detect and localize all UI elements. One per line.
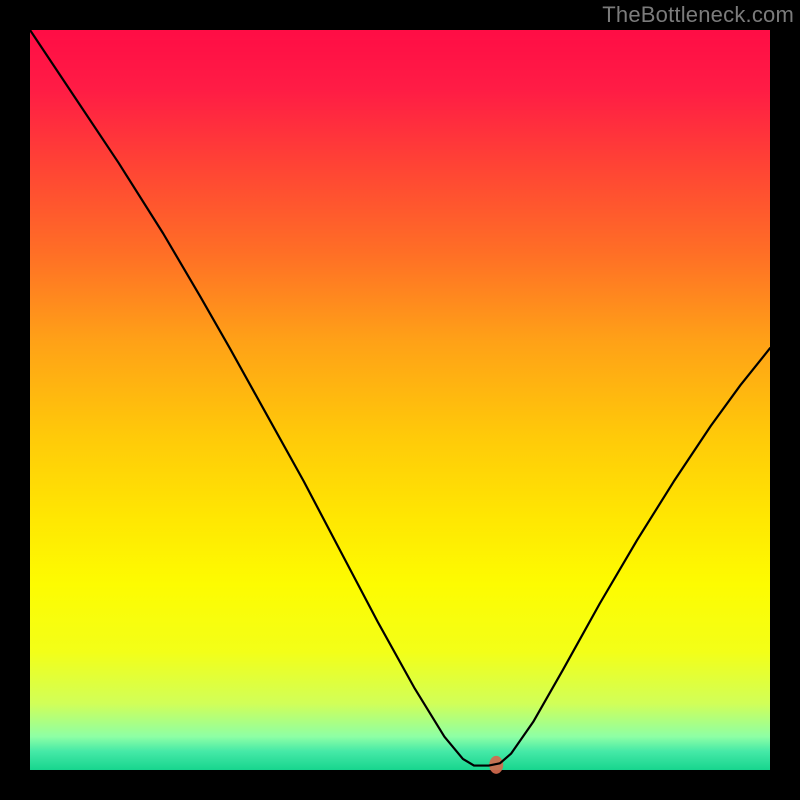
gradient-background	[30, 30, 770, 770]
bottleneck-chart	[0, 0, 800, 800]
watermark-text: TheBottleneck.com	[602, 2, 794, 28]
chart-container: TheBottleneck.com	[0, 0, 800, 800]
